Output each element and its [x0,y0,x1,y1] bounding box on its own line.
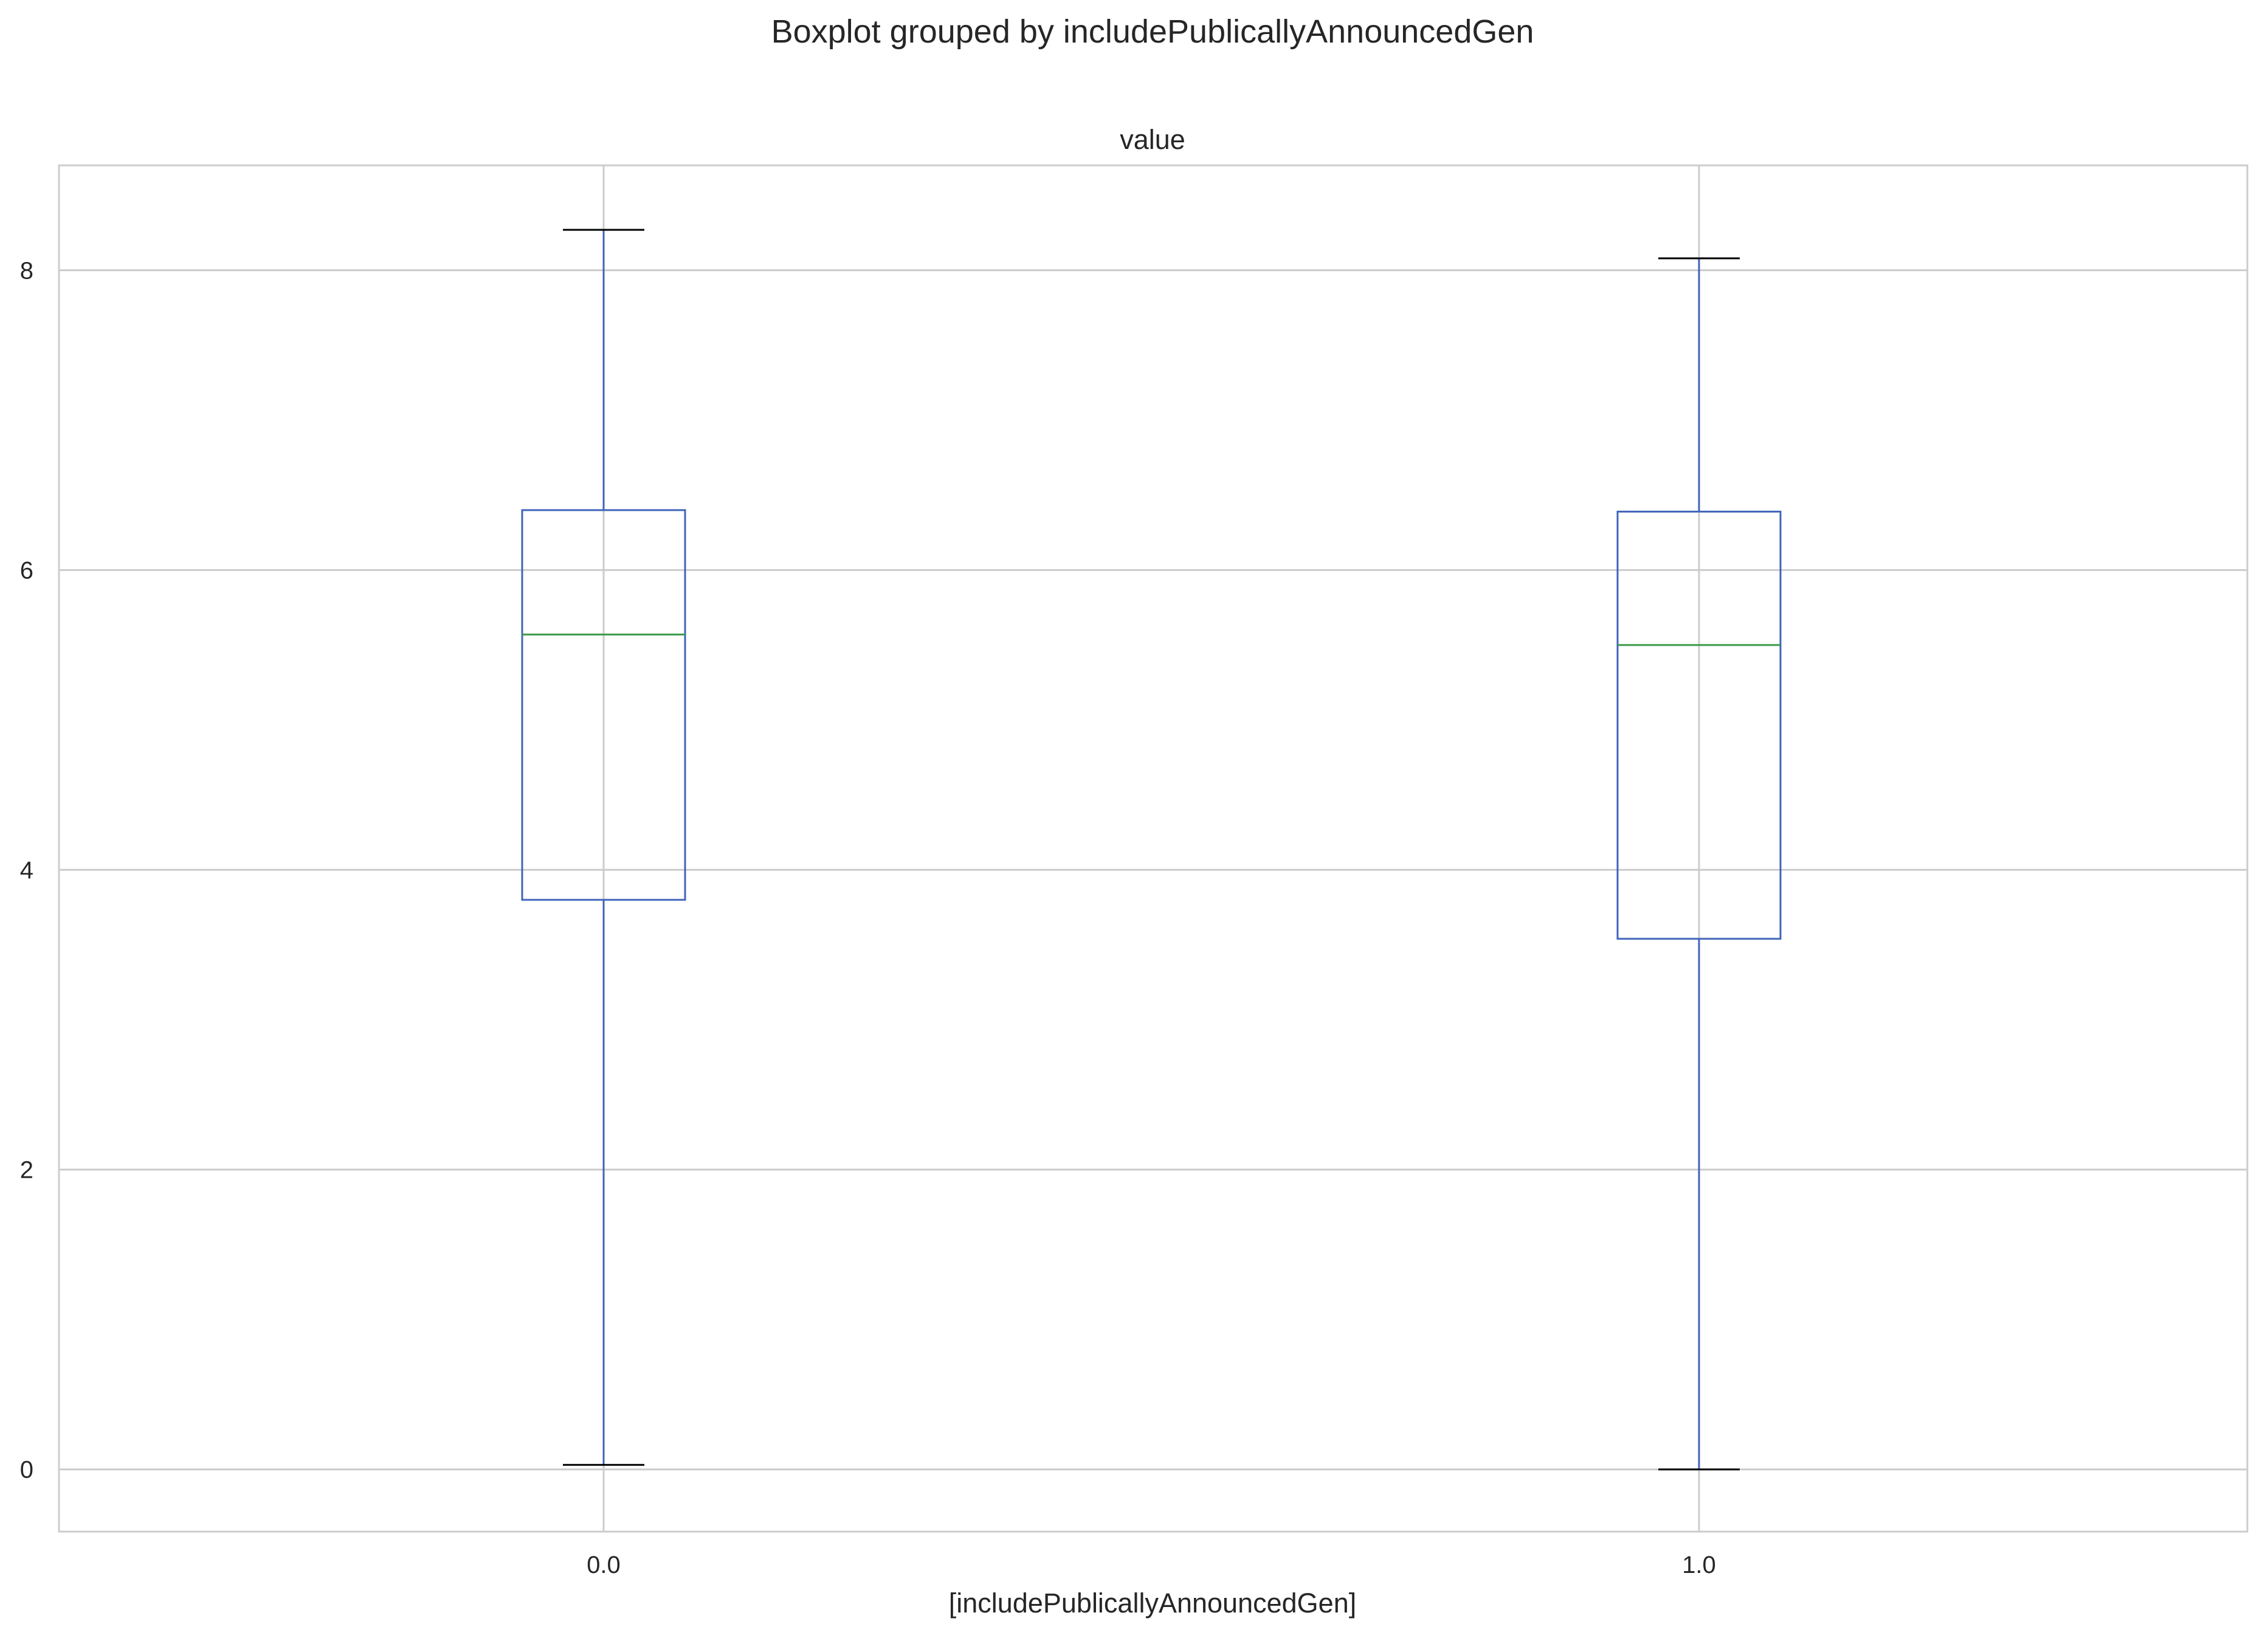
boxes-layer [521,229,1782,1471]
axes-title: value [1120,124,1185,155]
box-iqr [1616,510,1782,940]
y-tick-labels: 0 2 4 6 8 [20,258,33,1484]
box-group-0-0 [521,229,686,1466]
grid-layer [59,165,2247,1532]
y-tick-label: 2 [20,1157,33,1184]
y-tick-label: 0 [20,1457,33,1484]
box-group-1-0 [1616,257,1782,1471]
axes-frame [58,164,2249,1533]
y-tick-label: 6 [20,558,33,584]
y-tick-label: 8 [20,258,33,285]
x-tick-labels: 0.0 1.0 [587,1552,1716,1578]
box-iqr [521,509,686,901]
x-tick-label: 0.0 [587,1552,621,1578]
plot-area [58,164,2249,1533]
y-tick-label: 4 [20,857,33,884]
x-tick-label: 1.0 [1682,1552,1716,1578]
x-axis-label: [includePublicallyAnnouncedGen] [949,1588,1356,1619]
figure-suptitle: Boxplot grouped by includePublicallyAnno… [771,13,1534,50]
